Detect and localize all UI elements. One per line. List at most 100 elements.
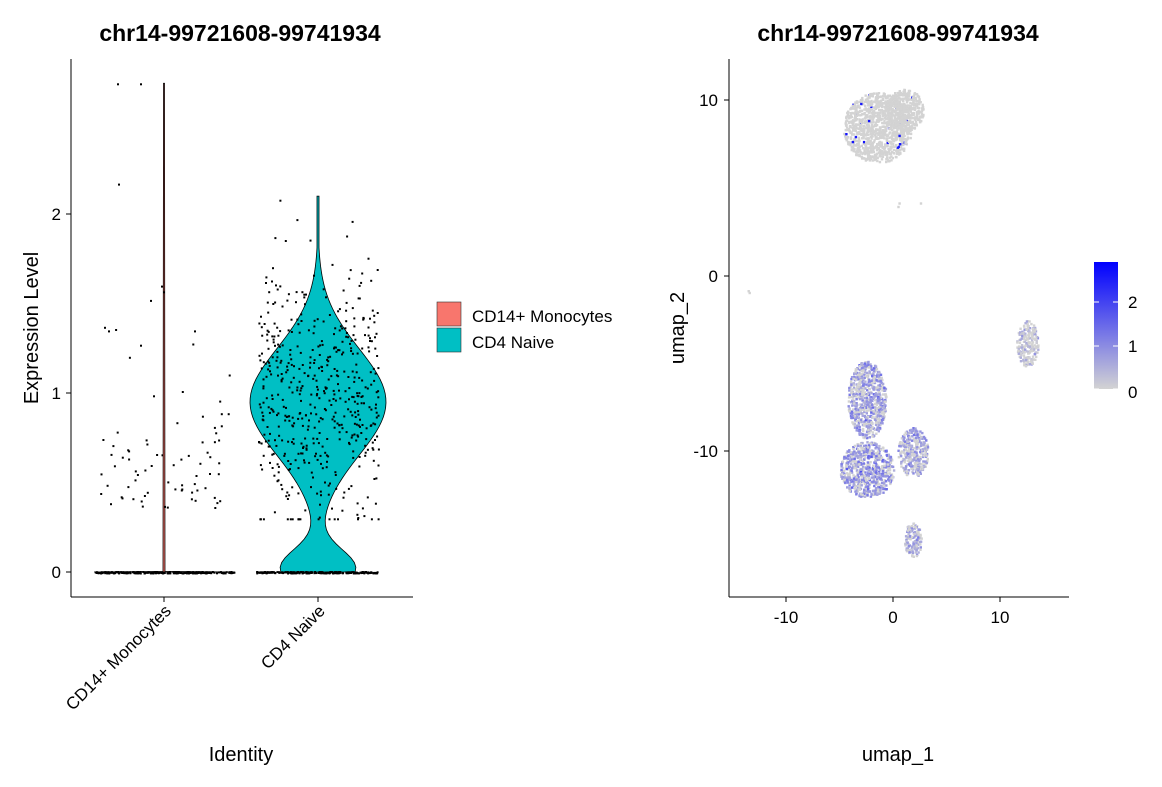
umap-point: [910, 121, 913, 124]
umap-point: [903, 102, 906, 106]
jitter-point: [334, 471, 337, 474]
jitter-point: [181, 391, 184, 393]
umap-point: [910, 465, 913, 469]
umap-point: [861, 127, 864, 131]
umap-point: [857, 390, 861, 393]
jitter-point: [321, 370, 324, 372]
umap-point: [874, 456, 878, 459]
umap-point: [859, 406, 863, 409]
umap-point: [870, 101, 874, 104]
umap-point: [903, 433, 906, 437]
umap-point: [858, 373, 862, 377]
umap-point: [875, 106, 878, 109]
umap-point: [854, 129, 857, 133]
umap-point: [866, 392, 870, 396]
umap-point: [871, 415, 874, 419]
umap-point: [881, 130, 884, 133]
jitter-point: [329, 355, 332, 358]
umap-point: [858, 486, 862, 489]
umap-point: [864, 144, 867, 148]
jitter-point: [141, 505, 144, 508]
jitter-point: [371, 309, 374, 312]
umap-point: [900, 116, 903, 119]
jitter-point: [349, 410, 352, 413]
umap-point: [907, 129, 910, 132]
jitter-point: [204, 487, 207, 490]
jitter-point: [376, 435, 379, 438]
umap-point: [890, 159, 893, 162]
jitter-point: [300, 399, 302, 402]
umap-point: [903, 115, 906, 119]
umap-point: [885, 156, 889, 159]
umap-point: [875, 97, 879, 101]
umap-point: [889, 148, 892, 151]
umap-point: [873, 123, 876, 127]
umap-point: [846, 468, 850, 471]
umap-point: [917, 543, 920, 546]
umap-point: [867, 490, 870, 493]
umap-point: [895, 99, 899, 103]
umap-point: [849, 412, 852, 415]
umap-point: [876, 120, 880, 123]
umap-point: [853, 103, 856, 106]
violin-legend: CD14+ Monocytes CD4 Naive: [436, 301, 612, 353]
umap-point: [905, 454, 908, 457]
jitter-point: [296, 318, 299, 321]
umap-point: [881, 146, 884, 150]
umap-point: [880, 108, 884, 112]
jitter-point: [350, 347, 353, 350]
umap-point: [871, 384, 874, 388]
jitter-point: [313, 374, 316, 377]
umap-point: [874, 369, 877, 372]
umap-point: [922, 460, 925, 463]
jitter-point: [100, 473, 103, 476]
umap-point: [869, 396, 872, 399]
umap-point: [885, 453, 888, 457]
jitter-point: [299, 518, 302, 521]
umap-point: [1028, 331, 1031, 334]
jitter-point: [377, 464, 380, 467]
umap-point: [915, 544, 918, 548]
umap-point: [914, 545, 917, 548]
umap-point: [1022, 358, 1025, 362]
jitter-point: [181, 484, 184, 487]
umap-point: [874, 447, 877, 450]
umap-point: [851, 486, 854, 489]
umap-point: [871, 406, 874, 409]
umap-point: [891, 112, 894, 115]
umap-point: [866, 97, 869, 100]
jitter-point: [376, 312, 379, 314]
umap-point: [873, 455, 876, 458]
jitter-point: [283, 452, 286, 455]
umap-point: [864, 365, 868, 368]
umap-point: [879, 401, 883, 405]
umap-point: [855, 388, 858, 391]
umap-point: [877, 92, 881, 95]
umap-point: [859, 454, 862, 457]
jitter-point: [286, 365, 289, 368]
umap-point: [1025, 342, 1028, 345]
umap-point: [846, 478, 849, 481]
umap-point: [896, 152, 899, 155]
jitter-point: [308, 461, 311, 464]
umap-point: [902, 108, 905, 111]
umap-point: [874, 486, 878, 490]
umap-point: [863, 151, 866, 155]
umap-point: [912, 533, 916, 536]
jitter-point: [357, 424, 360, 427]
umap-point: [898, 90, 901, 93]
umap-point: [895, 112, 898, 115]
jitter-point: [369, 317, 371, 320]
umap-point: [877, 466, 880, 469]
umap-point: [880, 448, 883, 451]
umap-point: [863, 492, 866, 496]
jitter-point: [139, 572, 142, 575]
umap-point: [864, 147, 867, 150]
umap-point: [875, 132, 878, 135]
jitter-point: [139, 571, 142, 573]
umap-point: [898, 110, 902, 114]
umap-point: [844, 137, 848, 140]
umap-point: [864, 94, 867, 97]
umap-point: [896, 133, 900, 136]
jitter-point: [185, 571, 188, 574]
